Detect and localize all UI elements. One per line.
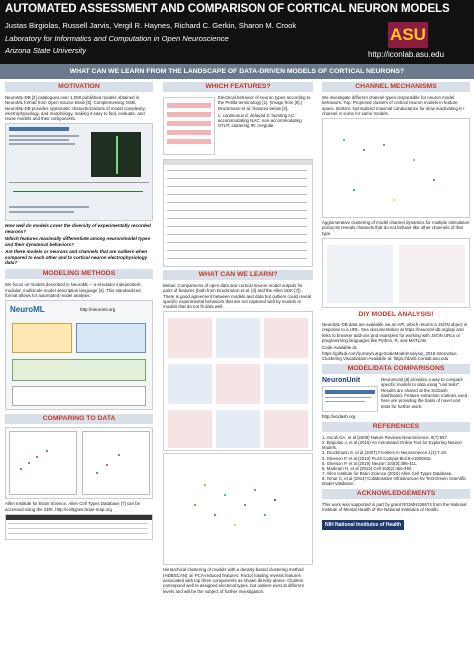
- learn-body: Below: Comparisons of open data and cort…: [163, 283, 312, 310]
- references-list: 1. Ascoli GA, et al (2008) Nature Review…: [322, 435, 470, 486]
- scidash-url[interactable]: http://scidash.org: [322, 414, 356, 420]
- channels-body: We investigate different channel types r…: [322, 95, 465, 116]
- methods-body: We focus on models described in NeuroML …: [5, 282, 142, 298]
- reference-item: 3. Druckmann S, et al (2007) Frontiers i…: [322, 450, 447, 456]
- druckmann-feature-table: [163, 159, 313, 267]
- reference-item: 5. Gleeson P, et al (2019) Neuron 103(3)…: [322, 460, 418, 466]
- ack-heading: ACKNOWLEDGEMENTS: [322, 489, 470, 500]
- neuromldb-screenshot: [5, 123, 153, 222]
- pairwise-feature-plots: [163, 311, 313, 452]
- comparing-body: Allen Institute for Brain Science, Allen…: [5, 501, 141, 512]
- petilla-traces: [163, 97, 215, 155]
- features-body: Electrical behavior of neuron types acco…: [218, 95, 311, 111]
- references-heading: REFERENCES: [322, 422, 470, 433]
- allen-feature-table: [5, 513, 153, 540]
- authors: Justas Birgiolas, Russell Jarvis, Vergil…: [5, 21, 297, 30]
- reference-item: 1. Ascoli GA, et al (2008) Nature Review…: [322, 435, 449, 441]
- reference-item: 4. Gleeson P, et al (2010) PLoS Comput B…: [322, 455, 432, 461]
- motivation-heading: MOTIVATION: [5, 82, 153, 92]
- neuroml-url[interactable]: http://neuroml.org: [80, 307, 116, 313]
- asu-logo: ASU: [388, 22, 428, 48]
- channels-heading: CHANNEL MECHANISMS: [322, 82, 470, 92]
- motivation-q3: Are there models or neurons and channels…: [5, 249, 148, 265]
- poster-title: AUTOMATED ASSESSMENT AND COMPARISON OF C…: [5, 3, 450, 15]
- column-left: MOTIVATION NeuroML-DB [2] catalogues ove…: [5, 82, 153, 662]
- channel-cluster-scatter: [322, 118, 470, 219]
- motivation-q1: How well do models cover the diversity o…: [5, 223, 151, 234]
- reference-item: 2. Birgiolas J, et al (2015) An Automate…: [322, 440, 462, 451]
- diy-heading: DIY MODEL ANALYSIS!: [358, 311, 434, 319]
- reference-item: 8. Omar C, et al (2014) Collaborative In…: [322, 475, 467, 486]
- channels-body2: Agglomerative clustering of model channe…: [322, 220, 470, 236]
- hdbscan-3d-cluster-plot: [163, 453, 313, 566]
- research-question: WHAT CAN WE LEARN FROM THE LANDSCAPE OF …: [0, 64, 474, 79]
- allen-scatter-plots: [5, 427, 153, 500]
- ack-body: This work was supported in part by grant…: [322, 502, 467, 513]
- column-right: CHANNEL MECHANISMS We investigate differ…: [322, 82, 470, 662]
- diy-body: NeuroML-DB data are available via an API…: [322, 322, 468, 343]
- scidash-screenshot: [322, 386, 378, 413]
- poster-header: AUTOMATED ASSESSMENT AND COMPARISON OF C…: [0, 0, 474, 72]
- comparisons-heading: MODEL/DATA COMPARISONS: [322, 364, 470, 375]
- column-middle: WHICH FEATURES? Electrical behavior of n…: [163, 82, 313, 662]
- comparisons-body: NeuronUnit [8] provides a way to compare…: [381, 377, 468, 409]
- lab-url[interactable]: http://iconlab.asu.edu: [368, 50, 445, 59]
- neuroml-logo: NeuroML: [10, 305, 45, 315]
- motivation-body: NeuroML-DB [2] catalogues over 1,000 pub…: [5, 95, 146, 122]
- methods-heading: MODELING METHODS: [5, 269, 153, 280]
- channel-dynamics-plot: [322, 238, 470, 309]
- lab-name: Laboratory for Informatics and Computati…: [5, 34, 229, 43]
- reference-item: 7. Allen Institute for Brain Science (20…: [322, 470, 453, 476]
- cluster-body: Hierarchical clustering of models with a…: [163, 567, 304, 594]
- reference-item: 6. Markram H, et al (2015) Cell 163(2):4…: [322, 465, 413, 471]
- university: Arizona State University: [5, 46, 87, 55]
- neuroml-diagram: NeuroML http://neuroml.org: [5, 300, 153, 411]
- neuronunit-logo: NeuronUnit: [322, 377, 361, 385]
- comparing-heading: COMPARING TO DATA: [5, 414, 153, 425]
- learn-heading: WHAT CAN WE LEARN?: [163, 270, 313, 280]
- features-codes: c: continuous d: delayed b: bursting AC:…: [218, 112, 302, 129]
- motivation-q2: Which features maximally differentiate a…: [5, 236, 151, 247]
- diy-code[interactable]: Code Available at: https://github.com/rj…: [322, 345, 457, 361]
- features-heading: WHICH FEATURES?: [163, 82, 313, 92]
- nih-logo: NIH National Institutes of Health: [322, 519, 405, 530]
